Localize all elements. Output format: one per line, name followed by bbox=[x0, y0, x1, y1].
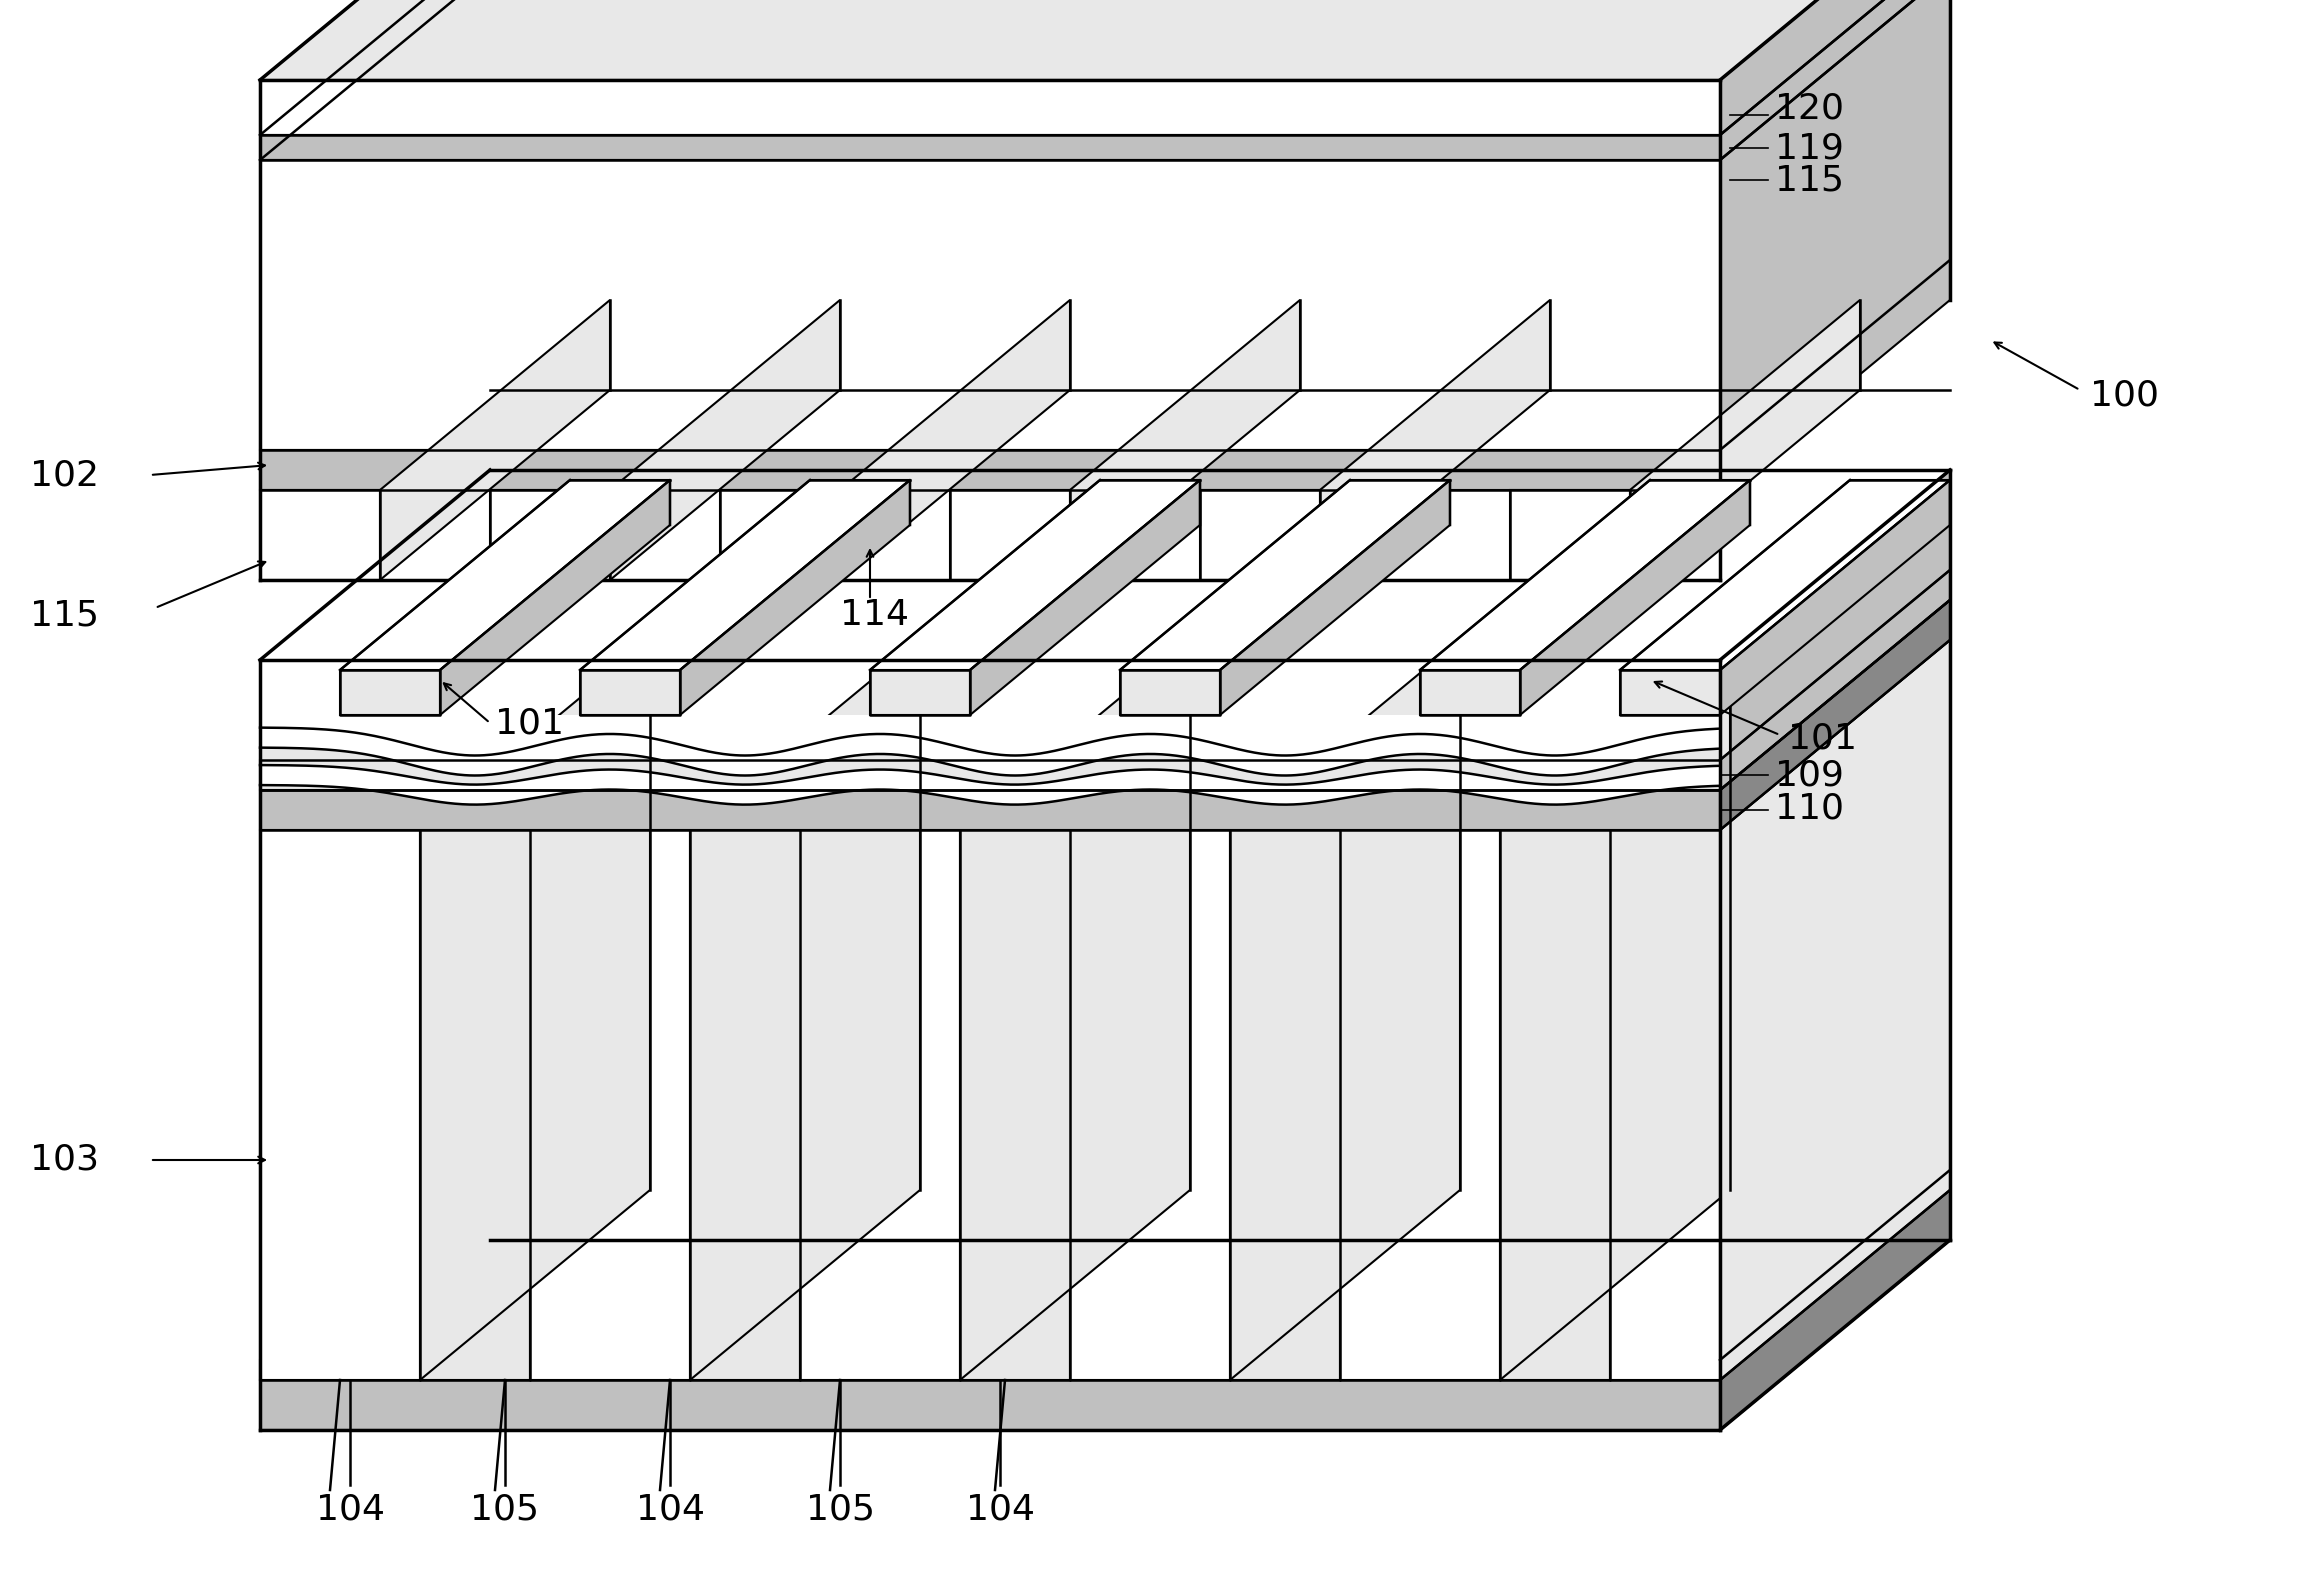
Polygon shape bbox=[611, 301, 840, 579]
Polygon shape bbox=[801, 829, 960, 1380]
Polygon shape bbox=[1629, 301, 1860, 579]
Polygon shape bbox=[1719, 640, 1951, 1380]
Text: 104: 104 bbox=[315, 1493, 384, 1528]
Polygon shape bbox=[1719, 600, 1951, 829]
Polygon shape bbox=[1719, 570, 1951, 790]
Text: 114: 114 bbox=[840, 598, 909, 632]
Text: 115: 115 bbox=[1775, 163, 1844, 196]
Polygon shape bbox=[1340, 829, 1499, 1380]
Polygon shape bbox=[1719, 1190, 1951, 1429]
Polygon shape bbox=[1120, 670, 1219, 716]
Polygon shape bbox=[491, 491, 611, 579]
Polygon shape bbox=[259, 790, 1719, 829]
Polygon shape bbox=[581, 670, 680, 716]
Polygon shape bbox=[1499, 829, 1611, 1380]
Polygon shape bbox=[1201, 491, 1319, 579]
Polygon shape bbox=[530, 829, 690, 1380]
Polygon shape bbox=[1499, 640, 1731, 1380]
Polygon shape bbox=[1520, 480, 1749, 716]
Polygon shape bbox=[1719, 0, 1951, 491]
Text: 104: 104 bbox=[965, 1493, 1034, 1528]
Polygon shape bbox=[960, 640, 1189, 1380]
Polygon shape bbox=[1719, 480, 1951, 716]
Polygon shape bbox=[970, 480, 1201, 716]
Polygon shape bbox=[340, 480, 671, 670]
Polygon shape bbox=[1231, 640, 1460, 1380]
Polygon shape bbox=[1511, 491, 1629, 579]
Polygon shape bbox=[1620, 480, 1951, 670]
Polygon shape bbox=[1421, 480, 1749, 670]
Polygon shape bbox=[259, 829, 421, 1380]
Text: 101: 101 bbox=[1789, 720, 1858, 755]
Polygon shape bbox=[1620, 670, 1719, 716]
Polygon shape bbox=[1421, 670, 1520, 716]
Polygon shape bbox=[259, 450, 1719, 491]
Polygon shape bbox=[259, 760, 1719, 790]
Polygon shape bbox=[259, 81, 1719, 135]
Polygon shape bbox=[581, 480, 909, 670]
Text: 104: 104 bbox=[636, 1493, 703, 1528]
Polygon shape bbox=[680, 480, 909, 716]
Polygon shape bbox=[259, 135, 1719, 160]
Polygon shape bbox=[690, 640, 921, 1380]
Polygon shape bbox=[1719, 470, 1951, 1429]
Polygon shape bbox=[259, 747, 1719, 785]
Polygon shape bbox=[421, 640, 650, 1380]
Polygon shape bbox=[259, 728, 1719, 776]
Text: 100: 100 bbox=[2090, 378, 2159, 412]
Polygon shape bbox=[259, 1380, 1719, 1429]
Polygon shape bbox=[951, 491, 1069, 579]
Polygon shape bbox=[259, 160, 1719, 450]
Polygon shape bbox=[1219, 480, 1451, 716]
Text: 105: 105 bbox=[470, 1493, 539, 1528]
Text: 120: 120 bbox=[1775, 90, 1844, 125]
Polygon shape bbox=[259, 491, 379, 579]
Polygon shape bbox=[690, 829, 801, 1380]
Text: 105: 105 bbox=[805, 1493, 875, 1528]
Polygon shape bbox=[1231, 829, 1340, 1380]
Polygon shape bbox=[720, 491, 840, 579]
Polygon shape bbox=[840, 301, 1069, 579]
Text: 119: 119 bbox=[1775, 131, 1844, 165]
Polygon shape bbox=[259, 716, 1719, 755]
Polygon shape bbox=[1319, 301, 1550, 579]
Polygon shape bbox=[259, 765, 1719, 804]
Polygon shape bbox=[259, 0, 1951, 81]
Polygon shape bbox=[1069, 301, 1300, 579]
Polygon shape bbox=[1120, 480, 1451, 670]
Text: 101: 101 bbox=[495, 706, 565, 739]
Polygon shape bbox=[1069, 829, 1231, 1380]
Text: 102: 102 bbox=[30, 457, 100, 492]
Text: 110: 110 bbox=[1775, 792, 1844, 825]
Polygon shape bbox=[421, 829, 530, 1380]
Polygon shape bbox=[440, 480, 671, 716]
Polygon shape bbox=[870, 670, 970, 716]
Polygon shape bbox=[259, 1360, 1719, 1380]
Polygon shape bbox=[340, 670, 440, 716]
Polygon shape bbox=[870, 480, 1201, 670]
Polygon shape bbox=[1611, 829, 1719, 1380]
Polygon shape bbox=[960, 829, 1069, 1380]
Text: 109: 109 bbox=[1775, 758, 1844, 792]
Text: 103: 103 bbox=[30, 1143, 100, 1178]
Text: 115: 115 bbox=[30, 598, 100, 632]
Polygon shape bbox=[379, 301, 611, 579]
